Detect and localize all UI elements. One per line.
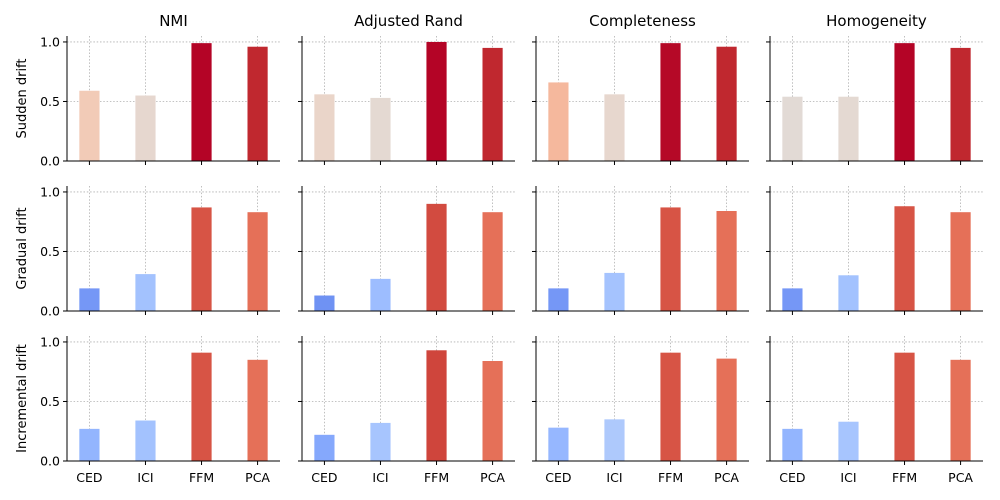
x-tick-label-ffm: FFM [189, 470, 214, 485]
x-tick-label-ffm: FFM [892, 470, 917, 485]
bar-pca [247, 212, 268, 311]
y-tick-label: 0.5 [40, 394, 60, 409]
bar-ici [135, 274, 156, 311]
row-label-gradual-drift: Gradual drift [15, 207, 30, 289]
bar-ici [838, 421, 859, 461]
panel-incremental-drift-homogeneity: CED ICI FFM PCA [766, 336, 983, 485]
bar-ffm [660, 207, 681, 311]
bar-ici [838, 96, 859, 161]
x-tick-label-ced: CED [545, 470, 571, 485]
bar-pca [950, 47, 971, 161]
bar-ffm [426, 350, 447, 461]
column-title-completeness: Completeness [589, 12, 696, 30]
panel-incremental-drift-completeness: CED ICI FFM PCA [532, 336, 749, 485]
y-tick-label: 0.5 [40, 94, 60, 109]
panel-sudden-drift-completeness: Completeness [532, 12, 749, 165]
bar-ced [79, 428, 100, 461]
column-title-nmi: NMI [159, 12, 188, 30]
bar-ffm [191, 352, 212, 461]
bar-pca [247, 359, 268, 461]
x-tick-label-ffm: FFM [424, 470, 449, 485]
x-tick-label-pca: PCA [245, 470, 270, 485]
bar-ici [604, 272, 625, 311]
panel-gradual-drift-homogeneity [766, 186, 983, 315]
x-tick-label-pca: PCA [480, 470, 505, 485]
x-tick-label-pca: PCA [948, 470, 973, 485]
bar-ced [314, 295, 335, 311]
panel-gradual-drift-nmi: 0.0 0.5 1.0 Gradual drift [15, 184, 280, 319]
x-tick-label-ici: ICI [137, 470, 153, 485]
panel-gradual-drift-adjusted-rand [298, 186, 515, 315]
bar-ffm [191, 207, 212, 311]
row-label-incremental-drift: Incremental drift [15, 344, 30, 453]
bar-ffm [894, 352, 915, 461]
y-tick-label: 0.5 [40, 244, 60, 259]
bar-ced [79, 288, 100, 311]
bar-ffm [660, 43, 681, 162]
y-tick-label: 0.0 [40, 304, 60, 319]
panel-gradual-drift-completeness [532, 186, 749, 315]
panel-incremental-drift-nmi: 0.0 0.5 1.0 CED ICI FFM PCA Incremental drift [15, 334, 280, 485]
x-tick-label-ici: ICI [606, 470, 622, 485]
bar-ici [838, 275, 859, 311]
y-tick-label: 0.0 [40, 454, 60, 469]
bar-ced [548, 427, 569, 461]
bar-pca [950, 212, 971, 311]
y-tick-label: 0.0 [40, 154, 60, 169]
bar-ced [782, 428, 803, 461]
bar-ced [782, 96, 803, 161]
row-label-sudden-drift: Sudden drift [15, 58, 30, 138]
bar-ffm [426, 203, 447, 311]
bar-ffm [191, 43, 212, 162]
x-tick-label-ffm: FFM [658, 470, 683, 485]
panel-sudden-drift-nmi: 0.0 0.5 1.0 NMI Sudden drift [15, 12, 280, 169]
bar-ced [314, 434, 335, 461]
column-title-adjusted-rand: Adjusted Rand [354, 12, 463, 30]
bar-pca [482, 212, 503, 311]
y-tick-label: 1.0 [40, 184, 60, 199]
y-tick-label: 1.0 [40, 334, 60, 349]
bar-pca [716, 46, 737, 161]
x-tick-label-pca: PCA [714, 470, 739, 485]
bar-ffm [660, 352, 681, 461]
bar-ici [370, 422, 391, 461]
y-tick-label: 1.0 [40, 34, 60, 49]
bar-ici [604, 94, 625, 161]
bar-ced [314, 94, 335, 161]
bar-ici [370, 278, 391, 311]
x-tick-label-ced: CED [311, 470, 337, 485]
panel-sudden-drift-adjusted-rand: Adjusted Rand [298, 12, 515, 165]
x-tick-label-ici: ICI [372, 470, 388, 485]
bar-ici [604, 419, 625, 461]
bar-pca [482, 361, 503, 461]
bar-ced [548, 82, 569, 161]
bar-pca [716, 358, 737, 461]
bar-ffm [426, 41, 447, 162]
bar-ici [135, 95, 156, 161]
column-title-homogeneity: Homogeneity [826, 12, 927, 30]
x-tick-label-ced: CED [779, 470, 805, 485]
bar-pca [247, 46, 268, 161]
x-tick-label-ici: ICI [840, 470, 856, 485]
bar-pca [716, 211, 737, 311]
bar-ffm [894, 43, 915, 162]
bar-ced [79, 90, 100, 161]
panel-sudden-drift-homogeneity: Homogeneity [766, 12, 983, 165]
x-tick-label-ced: CED [76, 470, 102, 485]
bar-pca [482, 47, 503, 161]
panel-incremental-drift-adjusted-rand: CED ICI FFM PCA [298, 336, 515, 485]
bar-ced [548, 288, 569, 311]
bar-ici [370, 97, 391, 161]
bar-pca [950, 359, 971, 461]
bar-ced [782, 288, 803, 311]
bar-ici [135, 420, 156, 461]
bar-ffm [894, 206, 915, 311]
